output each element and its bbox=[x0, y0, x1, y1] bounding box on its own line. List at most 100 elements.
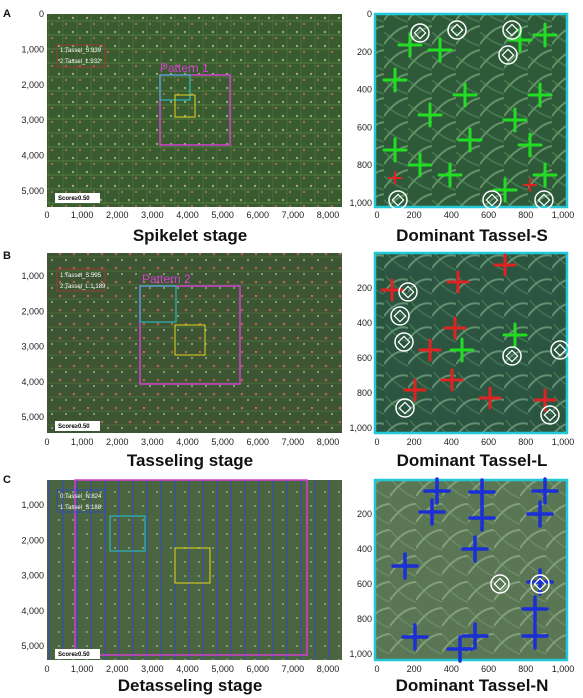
score-label-c: Score≥0.50 bbox=[58, 652, 90, 658]
legend-entry-c-1: 0:Tassel_N:824 bbox=[60, 494, 102, 500]
zoom-b-x-tick-3: 600 bbox=[481, 437, 496, 447]
zoom-a-y-tick-1: 200 bbox=[357, 47, 372, 57]
zoom-image-c bbox=[373, 477, 569, 663]
tassel-s-mark-a-5 bbox=[452, 82, 478, 108]
field-c-x-tick-8: 8,000 bbox=[317, 664, 340, 674]
tassel-n-mark-c-0 bbox=[423, 477, 451, 505]
legend-entry-b-1: 1:Tassel_S:595 bbox=[60, 273, 102, 279]
field-c-x-tick-5: 5,000 bbox=[211, 664, 234, 674]
tassel-n-mark-c-13 bbox=[446, 635, 474, 663]
field-b-x-tick-4: 4,000 bbox=[176, 437, 199, 447]
score-label-b: Score≥0.50 bbox=[58, 424, 90, 430]
field-a-x-tick-6: 6,000 bbox=[246, 210, 269, 220]
circle-mark-b-2 bbox=[394, 332, 414, 352]
tassel-s-mark-a-13 bbox=[437, 162, 463, 188]
tassel-n-mark-c-11 bbox=[461, 622, 489, 650]
zoom-b-x-tick-0: 0 bbox=[374, 437, 379, 447]
stage-title-b: Tasseling stage bbox=[126, 451, 254, 470]
circle-mark-c-0 bbox=[490, 574, 510, 594]
zoom-c-y-tick-0: 200 bbox=[357, 509, 372, 519]
field-image-c: 0:Tassel_N:824 1:Tassel_S:188 Score≥0.50 bbox=[47, 479, 342, 660]
pattern-box-b bbox=[139, 285, 241, 385]
field-b-x-tick-2: 2,000 bbox=[106, 437, 129, 447]
stage-title-c: Detasseling stage bbox=[117, 676, 263, 695]
field-a-y-tick-5: 5,000 bbox=[21, 186, 44, 196]
zoom-c-y-tick-3: 800 bbox=[357, 614, 372, 624]
field-c-x-tick-7: 7,000 bbox=[282, 664, 305, 674]
tassel-n-mark-c-9 bbox=[521, 595, 549, 623]
tassel-l-mark-b-4 bbox=[440, 368, 464, 392]
legend-box-a bbox=[56, 44, 106, 68]
zoom-c-x-tick-4: 800 bbox=[518, 664, 533, 674]
tassel-s-mark-a-8 bbox=[502, 107, 528, 133]
field-c-x-tick-6: 6,000 bbox=[246, 664, 269, 674]
field-b-y-tick-2: 3,000 bbox=[21, 342, 44, 352]
tassel-l-mark-b-2 bbox=[443, 316, 467, 340]
circle-mark-b-0 bbox=[398, 282, 418, 302]
field-b-x-tick-7: 7,000 bbox=[282, 437, 305, 447]
zoom-c-x-tick-5: 1,000 bbox=[552, 664, 575, 674]
tassel-s-mark-b-0 bbox=[449, 337, 475, 363]
tassel-l-mark-b-1 bbox=[446, 270, 470, 294]
field-b-y-tick-0: 1,000 bbox=[21, 271, 44, 281]
zoom-b-x-tick-1: 200 bbox=[407, 437, 422, 447]
tassel-n-mark-c-6 bbox=[461, 535, 489, 563]
field-b-x-tick-8: 8,000 bbox=[317, 437, 340, 447]
yellow-box-a bbox=[174, 94, 196, 118]
tassel-s-mark-a-15 bbox=[492, 177, 518, 203]
zoom-c-y-tick-1: 400 bbox=[357, 544, 372, 554]
field-b-x-tick-0: 0 bbox=[44, 437, 49, 447]
tassel-s-mark-a-12 bbox=[407, 152, 433, 178]
zoom-a-x-tick-3: 600 bbox=[481, 210, 496, 220]
circle-mark-b-5 bbox=[395, 398, 415, 418]
field-a-y-tick-1: 1,000 bbox=[21, 44, 44, 54]
circle-mark-a-3 bbox=[502, 20, 522, 40]
zoom-b-x-tick-4: 800 bbox=[518, 437, 533, 447]
circle-mark-b-1 bbox=[390, 306, 410, 326]
circle-mark-a-6 bbox=[534, 190, 554, 210]
circle-mark-a-1 bbox=[447, 20, 467, 40]
circle-mark-a-0 bbox=[410, 23, 430, 43]
zoom-b-y-tick-2: 600 bbox=[357, 353, 372, 363]
zoom-a-x-tick-0: 0 bbox=[374, 210, 379, 220]
zoom-c-x-tick-0: 0 bbox=[374, 664, 379, 674]
zoom-c-x-tick-2: 400 bbox=[444, 664, 459, 674]
field-b-x-tick-6: 6,000 bbox=[246, 437, 269, 447]
pattern-label-b: Pattern 2 bbox=[142, 272, 191, 286]
tassel-s-mark-a-14 bbox=[532, 162, 558, 188]
zoom-b-y-tick-3: 800 bbox=[357, 388, 372, 398]
field-a-y-tick-3: 3,000 bbox=[21, 115, 44, 125]
field-b-y-tick-1: 2,000 bbox=[21, 306, 44, 316]
field-c-y-tick-3: 4,000 bbox=[21, 606, 44, 616]
tassel-n-mark-c-10 bbox=[401, 623, 429, 651]
zoom-title-b: Dominant Tassel-L bbox=[396, 451, 548, 470]
yellow-box-c bbox=[174, 547, 211, 584]
tassel-n-mark-c-3 bbox=[418, 498, 446, 526]
tassel-l-mark-b-3 bbox=[418, 338, 442, 362]
tassel-l-mark-a-1 bbox=[523, 178, 537, 192]
tassel-l-mark-b-5 bbox=[403, 378, 427, 402]
tassel-s-mark-a-0 bbox=[397, 32, 423, 58]
field-b-x-tick-5: 5,000 bbox=[211, 437, 234, 447]
tassel-s-mark-a-10 bbox=[382, 137, 408, 163]
field-a-x-tick-1: 1,000 bbox=[71, 210, 94, 220]
panel-b-figure: 1:Tassel_S:595 2:Tassel_L:1,189 Pattern … bbox=[21, 251, 574, 447]
circle-mark-b-3 bbox=[502, 346, 522, 366]
tassel-s-mark-a-1 bbox=[427, 37, 453, 63]
field-a-x-tick-2: 2,000 bbox=[106, 210, 129, 220]
panel-letter-b: B bbox=[3, 250, 11, 262]
legend-box-b bbox=[56, 268, 106, 292]
circle-mark-a-2 bbox=[498, 45, 518, 65]
tassel-n-mark-c-1 bbox=[468, 478, 496, 506]
field-c-x-tick-4: 4,000 bbox=[176, 664, 199, 674]
zoom-b-y-tick-4: 1,000 bbox=[349, 423, 372, 433]
zoom-a-y-tick-0: 0 bbox=[367, 9, 372, 19]
legend-entry-b-2: 2:Tassel_L:1,189 bbox=[60, 284, 106, 290]
zoom-a-x-tick-2: 400 bbox=[444, 210, 459, 220]
field-a-x-tick-8: 8,000 bbox=[317, 210, 340, 220]
tassel-s-mark-a-4 bbox=[382, 67, 408, 93]
field-c-x-tick-2: 2,000 bbox=[106, 664, 129, 674]
field-c-x-tick-3: 3,000 bbox=[141, 664, 164, 674]
zoom-b-x-tick-2: 400 bbox=[444, 437, 459, 447]
tassel-s-mark-a-11 bbox=[517, 132, 543, 158]
